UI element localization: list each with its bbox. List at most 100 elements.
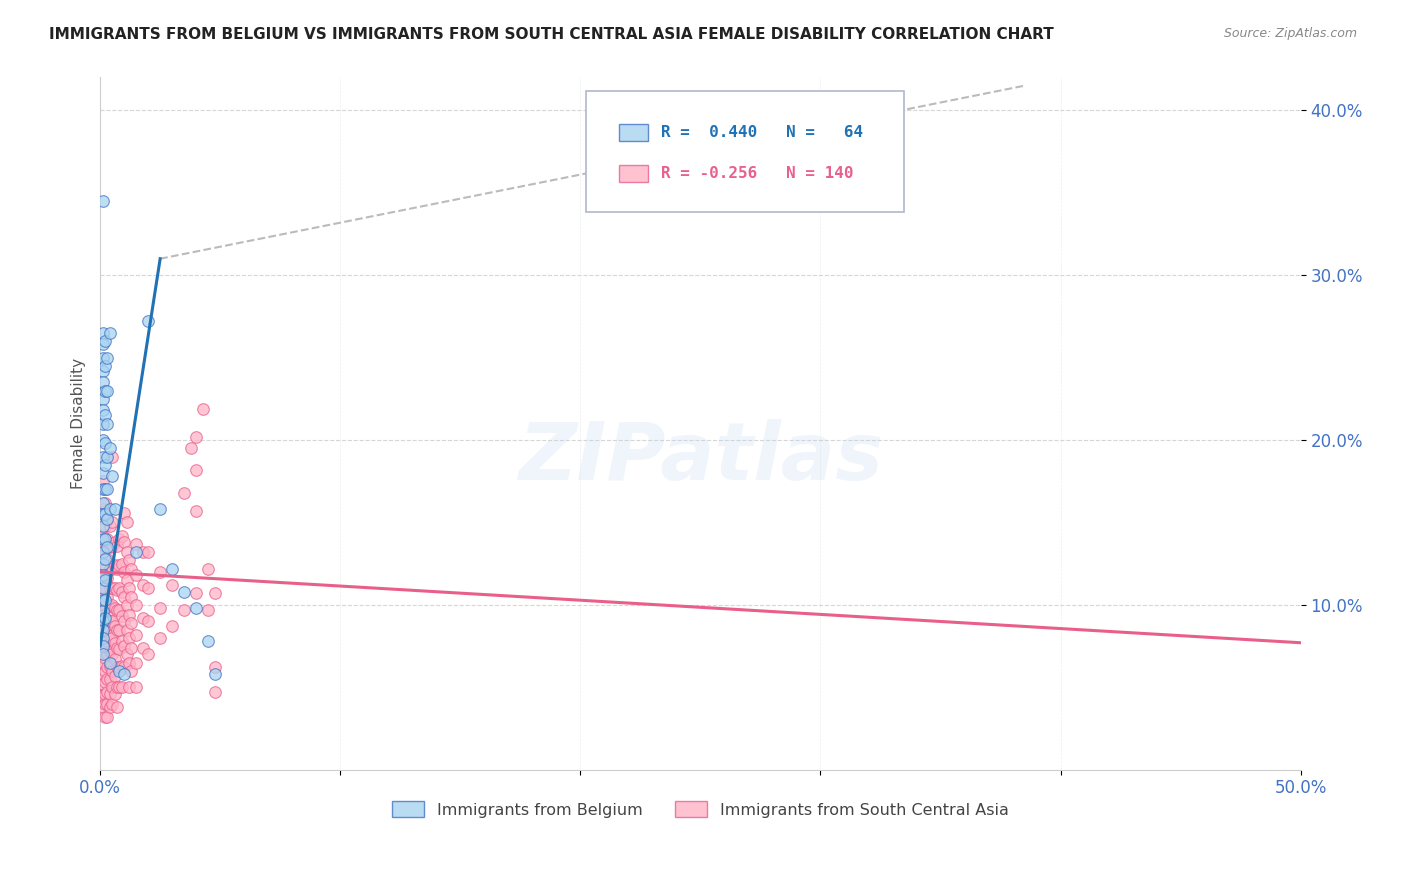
Point bbox=[108, 680, 131, 694]
Point bbox=[91, 557, 114, 571]
Point bbox=[91, 337, 114, 351]
Point bbox=[111, 609, 134, 624]
Point bbox=[91, 700, 114, 714]
Point bbox=[101, 582, 124, 596]
Point bbox=[94, 458, 117, 472]
Point bbox=[125, 537, 148, 551]
Point bbox=[101, 516, 124, 530]
Point bbox=[91, 598, 114, 612]
Point bbox=[94, 359, 117, 373]
Point bbox=[149, 502, 172, 516]
Point bbox=[125, 656, 148, 670]
Point bbox=[136, 615, 159, 629]
Point bbox=[94, 611, 117, 625]
Point bbox=[94, 639, 117, 653]
Point bbox=[136, 582, 159, 596]
Point bbox=[98, 540, 121, 554]
Point bbox=[105, 680, 128, 694]
Point bbox=[160, 619, 183, 633]
Point bbox=[91, 656, 114, 670]
Point bbox=[103, 619, 125, 633]
Point bbox=[115, 598, 138, 612]
Point bbox=[94, 540, 117, 554]
Point bbox=[91, 604, 114, 618]
Point bbox=[94, 409, 117, 423]
Point bbox=[98, 672, 121, 686]
Point bbox=[94, 582, 117, 596]
Point bbox=[108, 642, 131, 657]
Point bbox=[96, 710, 118, 724]
Point bbox=[91, 518, 114, 533]
Point bbox=[91, 644, 114, 658]
Point bbox=[91, 689, 114, 703]
Point bbox=[91, 507, 114, 521]
Point bbox=[136, 314, 159, 328]
Point bbox=[186, 504, 208, 518]
Point bbox=[149, 601, 172, 615]
Point bbox=[101, 664, 124, 678]
Point bbox=[101, 680, 124, 694]
Point bbox=[96, 660, 118, 674]
Point bbox=[103, 535, 125, 549]
Point bbox=[101, 539, 124, 553]
Point bbox=[94, 615, 117, 629]
Point bbox=[197, 603, 219, 617]
Point bbox=[118, 553, 141, 567]
Point bbox=[98, 629, 121, 643]
Text: Source: ZipAtlas.com: Source: ZipAtlas.com bbox=[1223, 27, 1357, 40]
Point bbox=[96, 384, 118, 398]
Text: IMMIGRANTS FROM BELGIUM VS IMMIGRANTS FROM SOUTH CENTRAL ASIA FEMALE DISABILITY : IMMIGRANTS FROM BELGIUM VS IMMIGRANTS FR… bbox=[49, 27, 1054, 42]
Point bbox=[91, 417, 114, 431]
Point bbox=[115, 545, 138, 559]
Point bbox=[91, 392, 114, 406]
Point bbox=[120, 664, 142, 678]
Point bbox=[101, 561, 124, 575]
Point bbox=[115, 516, 138, 530]
Point bbox=[105, 660, 128, 674]
Point bbox=[197, 634, 219, 648]
Point bbox=[94, 650, 117, 665]
Point bbox=[91, 528, 114, 542]
Point bbox=[204, 586, 226, 600]
Point bbox=[105, 700, 128, 714]
Point bbox=[96, 450, 118, 464]
Point bbox=[103, 669, 125, 683]
Point bbox=[98, 326, 121, 340]
Point bbox=[91, 532, 114, 546]
Point bbox=[96, 590, 118, 604]
Point bbox=[103, 502, 125, 516]
Point bbox=[101, 615, 124, 629]
Point bbox=[96, 634, 118, 648]
Point bbox=[108, 603, 131, 617]
Point bbox=[94, 384, 117, 398]
Point bbox=[111, 634, 134, 648]
Point bbox=[98, 687, 121, 701]
Point bbox=[91, 631, 114, 645]
Point bbox=[112, 667, 135, 681]
Point bbox=[91, 502, 114, 516]
Point bbox=[91, 496, 114, 510]
Point bbox=[204, 660, 226, 674]
Point bbox=[98, 442, 121, 456]
Point bbox=[105, 561, 128, 575]
Point bbox=[98, 658, 121, 673]
Text: R = -0.256   N = 140: R = -0.256 N = 140 bbox=[661, 166, 853, 181]
Point bbox=[98, 656, 121, 670]
Point bbox=[132, 640, 155, 655]
Point bbox=[149, 631, 172, 645]
Point bbox=[115, 648, 138, 662]
Point bbox=[115, 573, 138, 587]
Point bbox=[112, 506, 135, 520]
Point bbox=[96, 572, 118, 586]
Point bbox=[94, 507, 117, 521]
Point bbox=[91, 433, 114, 447]
Point bbox=[105, 623, 128, 637]
Point bbox=[98, 518, 121, 533]
Point bbox=[186, 601, 208, 615]
Point bbox=[111, 680, 134, 694]
FancyBboxPatch shape bbox=[586, 91, 904, 212]
Point bbox=[94, 496, 117, 510]
Y-axis label: Female Disability: Female Disability bbox=[72, 358, 86, 489]
Point bbox=[204, 685, 226, 699]
Point bbox=[112, 660, 135, 674]
